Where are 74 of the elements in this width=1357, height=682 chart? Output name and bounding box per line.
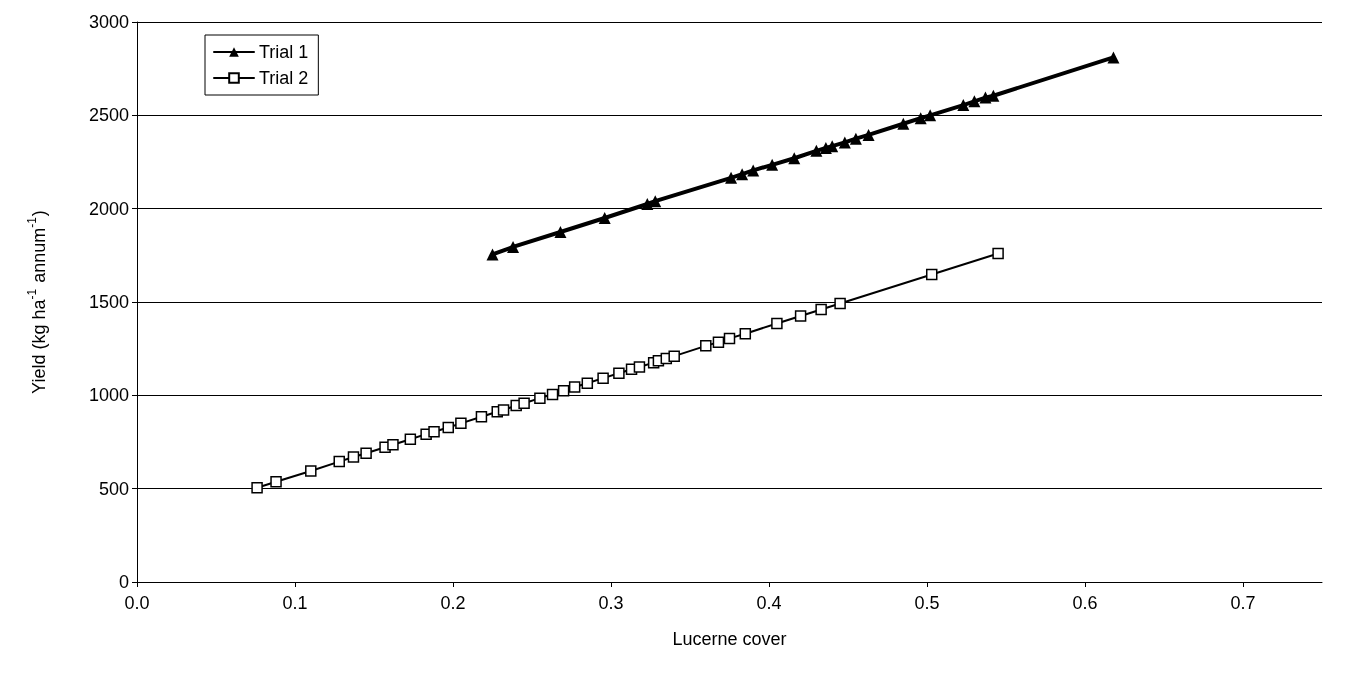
point	[649, 195, 662, 208]
point	[810, 144, 823, 157]
point	[428, 425, 440, 438]
point	[455, 417, 467, 430]
y-tick-label: 1000	[88, 385, 129, 406]
point	[992, 247, 1004, 260]
point	[305, 465, 317, 477]
point	[546, 388, 559, 401]
point	[957, 99, 970, 112]
point	[333, 455, 345, 468]
legend-label: Trial 1	[259, 42, 309, 62]
y-tick-label: 0	[118, 572, 129, 592]
point	[849, 132, 862, 145]
point	[914, 112, 927, 125]
y-tick-label: 2000	[88, 198, 129, 219]
x-tick-label: 0.1	[282, 593, 308, 613]
point	[979, 91, 992, 104]
point	[641, 198, 654, 210]
point	[700, 340, 712, 352]
point	[723, 332, 736, 345]
point	[518, 397, 530, 409]
x-tick-label: 0.3	[598, 593, 624, 613]
point	[924, 109, 937, 122]
point	[834, 297, 846, 310]
point	[739, 327, 752, 340]
point	[347, 451, 360, 463]
point	[475, 411, 488, 423]
point	[815, 303, 827, 316]
x-axis-title: Lucerne cover	[672, 629, 787, 649]
point	[968, 95, 981, 108]
point	[534, 392, 546, 404]
y-tick-label: 500	[98, 478, 129, 499]
point	[794, 310, 807, 322]
point	[712, 336, 725, 348]
point	[497, 404, 510, 416]
x-tick-label: 0.7	[1230, 593, 1256, 613]
point	[387, 439, 399, 451]
point	[766, 158, 779, 171]
legend-label: Trial 2	[259, 68, 309, 88]
point	[925, 268, 938, 281]
x-tick-label: 0.6	[1072, 593, 1098, 613]
point	[251, 481, 263, 494]
point	[270, 476, 282, 488]
y-tick-label: 2500	[88, 105, 129, 126]
y-axis-title: Yield (kg ha-1 annum-1)	[25, 210, 49, 394]
point	[725, 171, 738, 184]
point	[597, 372, 609, 384]
point	[404, 433, 417, 445]
point	[442, 421, 455, 434]
point	[486, 248, 499, 261]
x-tick-label: 0.0	[124, 593, 150, 613]
point	[598, 212, 611, 224]
point	[633, 361, 646, 373]
point	[557, 384, 570, 397]
point	[1107, 51, 1120, 64]
point	[838, 136, 851, 149]
point	[862, 128, 875, 141]
point	[668, 350, 680, 362]
point	[613, 367, 625, 380]
point	[507, 240, 520, 253]
x-tick-label: 0.4	[756, 593, 782, 613]
point	[736, 168, 749, 181]
point	[554, 226, 567, 238]
point	[771, 317, 783, 330]
point	[360, 447, 372, 459]
x-tick-label: 0.5	[914, 593, 940, 613]
point	[568, 381, 581, 393]
point	[747, 164, 760, 177]
x-tick-label: 0.2	[440, 593, 466, 613]
point	[581, 377, 594, 389]
point	[897, 117, 910, 130]
y-tick-label: 1500	[88, 292, 129, 312]
point	[788, 152, 801, 165]
y-tick-label: 3000	[88, 12, 129, 32]
